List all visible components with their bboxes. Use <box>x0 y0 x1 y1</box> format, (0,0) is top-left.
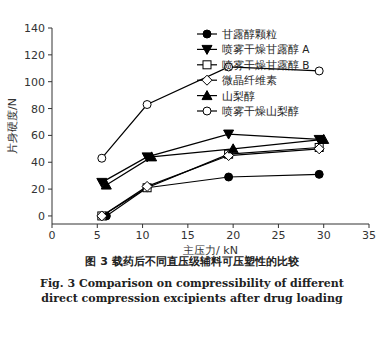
legend-label: 山梨醇 <box>222 90 255 102</box>
x-tick-label: 25 <box>271 229 285 242</box>
point <box>98 212 106 220</box>
x-tick-label: 15 <box>181 229 195 242</box>
point <box>228 144 238 153</box>
x-tick <box>142 224 143 228</box>
y-tick-label: 20 <box>31 183 45 196</box>
series-line <box>102 134 319 182</box>
legend-marker <box>203 107 211 115</box>
x-tick <box>233 224 234 228</box>
y-tick-label: 60 <box>31 129 45 142</box>
point <box>319 134 329 143</box>
legend-marker <box>203 61 211 69</box>
series-line <box>102 67 319 158</box>
y-tick <box>48 162 52 163</box>
x-axis <box>52 224 369 225</box>
y-tick-label: 140 <box>24 22 45 35</box>
y-tick <box>48 54 52 55</box>
x-tick-label: 5 <box>94 229 101 242</box>
x-tick <box>369 224 370 228</box>
point <box>315 170 323 178</box>
y-tick-label: 100 <box>24 76 45 89</box>
series-line <box>106 139 323 185</box>
y-axis-label: 片身硬度/N <box>6 98 19 154</box>
series-line <box>106 174 319 216</box>
point <box>98 154 106 162</box>
y-tick-label: 80 <box>31 103 45 116</box>
y-tick <box>48 135 52 136</box>
x-tick-label: 20 <box>226 229 240 242</box>
y-tick <box>48 81 52 82</box>
legend-marker <box>203 30 211 38</box>
point <box>143 101 151 109</box>
point <box>101 180 111 189</box>
x-tick <box>97 224 98 228</box>
caption-cn: 图 3 载药后不同直压级辅料可压塑性的比较 <box>20 254 364 269</box>
series-line <box>102 149 319 216</box>
point <box>97 211 107 221</box>
point <box>147 152 157 161</box>
x-tick <box>187 224 188 228</box>
x-tick-label: 0 <box>49 229 56 242</box>
legend-label: 微晶纤维素 <box>222 74 277 86</box>
y-tick <box>48 215 52 216</box>
y-tick-label: 0 <box>38 210 45 223</box>
series-line <box>102 147 319 215</box>
y-tick <box>48 28 52 29</box>
point <box>225 173 233 181</box>
point <box>142 181 152 191</box>
x-tick <box>52 224 53 228</box>
y-tick-label: 120 <box>24 49 45 62</box>
y-tick <box>48 108 52 109</box>
y-tick <box>48 189 52 190</box>
legend-marker <box>202 75 212 85</box>
plot-data <box>97 63 329 221</box>
legend-label: 喷雾干燥山梨醇 <box>222 105 299 117</box>
point <box>315 67 323 75</box>
y-axis <box>52 28 53 224</box>
legend-label: 喷雾干燥甘露醇 A <box>222 43 310 55</box>
x-tick <box>323 224 324 228</box>
x-tick-label: 10 <box>136 229 150 242</box>
x-tick-label: 30 <box>317 229 331 242</box>
legend-marker <box>202 91 212 100</box>
x-tick <box>278 224 279 228</box>
legend-label: 甘露醇颗粒 <box>222 28 277 40</box>
point <box>224 130 234 139</box>
y-tick-label: 40 <box>31 156 45 169</box>
point <box>314 144 324 154</box>
legend-label: 喷雾干燥甘露醇 B <box>222 59 310 71</box>
x-tick-label: 35 <box>362 229 376 242</box>
caption-en: Fig. 3 Comparison on compressibility of … <box>20 276 364 306</box>
legend-marker <box>202 45 212 54</box>
